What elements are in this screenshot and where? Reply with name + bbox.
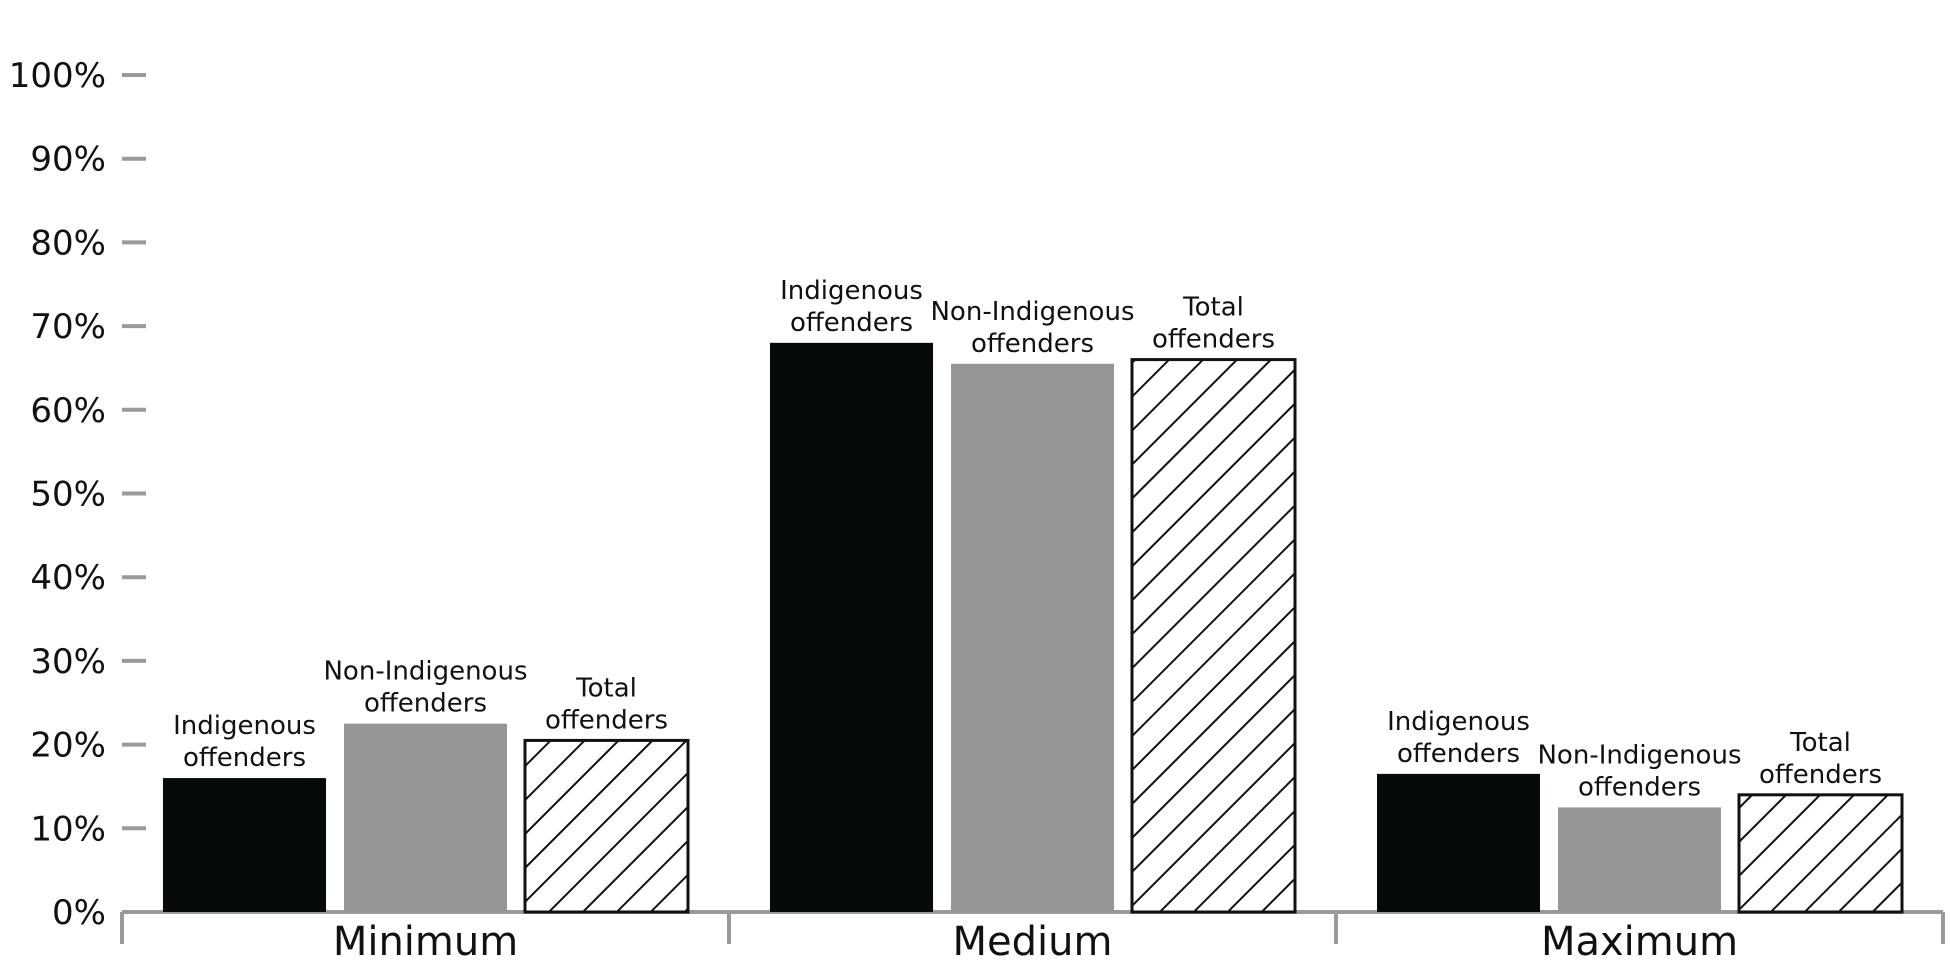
bar-data-label: offenders — [183, 743, 306, 773]
bar — [1558, 807, 1721, 912]
bar-data-label: offenders — [1759, 760, 1882, 790]
y-tick-label: 50% — [30, 475, 106, 515]
bar — [1130, 358, 1297, 914]
bar-data-label: Total — [1182, 293, 1244, 323]
bar — [1737, 793, 1904, 914]
x-category-label: Maximum — [1541, 919, 1738, 960]
bar — [951, 363, 1114, 912]
bar-data-label: Indigenous — [1387, 707, 1530, 737]
bar-data-label: offenders — [545, 705, 668, 735]
bar-data-label: offenders — [971, 329, 1094, 359]
bar-data-label: Total — [1789, 728, 1851, 758]
bar — [163, 778, 326, 912]
bar-data-label: offenders — [364, 689, 487, 719]
bar-data-label: offenders — [1578, 772, 1701, 802]
bars — [163, 342, 1904, 914]
y-tick-label: 100% — [9, 56, 106, 96]
bar-data-label: offenders — [790, 308, 913, 338]
y-tick-label: 90% — [30, 140, 106, 180]
bar-data-label: Non-Indigenous — [930, 297, 1134, 327]
x-category-label: Medium — [953, 919, 1113, 960]
bar-data-label: Indigenous — [173, 711, 316, 741]
bar — [770, 342, 933, 913]
y-tick-label: 10% — [30, 809, 106, 849]
y-tick-label: 70% — [30, 307, 106, 347]
bar-data-label: Indigenous — [780, 276, 923, 306]
bar-labels: IndigenousoffendersNon-Indigenousoffende… — [173, 276, 1882, 803]
bar-data-label: offenders — [1152, 325, 1275, 355]
y-tick-label: 60% — [30, 391, 106, 431]
bar-data-label: Non-Indigenous — [1537, 740, 1741, 770]
y-tick-label: 80% — [30, 223, 106, 263]
bar-data-label: offenders — [1397, 739, 1520, 769]
x-category-label: Minimum — [333, 919, 518, 960]
bar — [344, 723, 507, 912]
y-tick-label: 0% — [52, 893, 106, 933]
y-tick-label: 40% — [30, 558, 106, 598]
bar-data-label: Non-Indigenous — [323, 657, 527, 687]
y-tick-label: 20% — [30, 726, 106, 766]
bar — [523, 738, 690, 914]
y-tick-label: 30% — [30, 642, 106, 682]
axes: 0% 10% 20% 30% 40% 50% 60% 70% 80% 90% 100% Minimum… — [9, 56, 1945, 960]
bar-data-label: Total — [575, 673, 637, 703]
bar — [1377, 773, 1540, 912]
